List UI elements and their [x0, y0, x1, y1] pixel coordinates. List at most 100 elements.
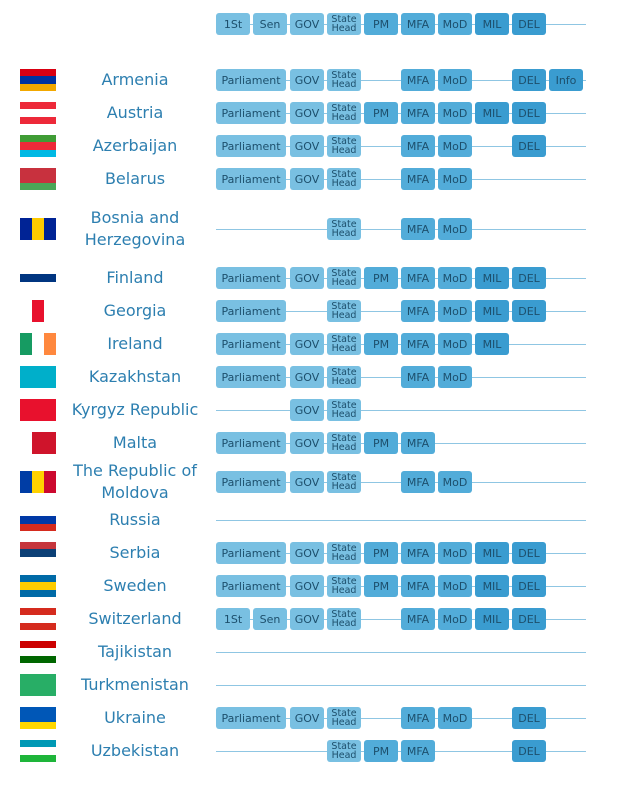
cell-button[interactable]: DEL: [512, 575, 546, 597]
cell-button[interactable]: MoD: [438, 300, 472, 322]
cell-button[interactable]: GOV: [290, 432, 324, 454]
cell-button[interactable]: PM: [364, 740, 398, 762]
cell-button[interactable]: MFA: [401, 740, 435, 762]
cell-button[interactable]: GOV: [290, 135, 324, 157]
cell-button[interactable]: Parliament: [216, 168, 286, 190]
cell-button[interactable]: GOV: [290, 575, 324, 597]
cell-button[interactable]: GOV: [290, 707, 324, 729]
cell-button[interactable]: MFA: [401, 168, 435, 190]
cell-button[interactable]: MoD: [438, 707, 472, 729]
cell-button[interactable]: PM: [364, 542, 398, 564]
cell-button[interactable]: GOV: [290, 471, 324, 493]
cell-button[interactable]: GOV: [290, 69, 324, 91]
cell-button[interactable]: Parliament: [216, 542, 286, 564]
cell-button[interactable]: GOV: [290, 608, 324, 630]
cell-button[interactable]: MoD: [438, 608, 472, 630]
cell-button[interactable]: MFA: [401, 13, 435, 35]
cell-button[interactable]: State Head: [327, 471, 361, 493]
cell-button[interactable]: MIL: [475, 575, 509, 597]
cell-button[interactable]: State Head: [327, 542, 361, 564]
cell-button[interactable]: 1St: [216, 13, 250, 35]
cell-button[interactable]: Parliament: [216, 575, 286, 597]
cell-button[interactable]: State Head: [327, 13, 361, 35]
cell-button[interactable]: MoD: [438, 542, 472, 564]
cell-button[interactable]: Parliament: [216, 333, 286, 355]
cell-button[interactable]: State Head: [327, 432, 361, 454]
cell-button[interactable]: State Head: [327, 399, 361, 421]
cell-button[interactable]: Sen: [253, 608, 287, 630]
cell-button[interactable]: Info: [549, 69, 583, 91]
cell-button[interactable]: State Head: [327, 102, 361, 124]
cell-button[interactable]: MoD: [438, 168, 472, 190]
cell-button[interactable]: MoD: [438, 102, 472, 124]
cell-button[interactable]: State Head: [327, 267, 361, 289]
cell-button[interactable]: GOV: [290, 168, 324, 190]
cell-button[interactable]: MFA: [401, 102, 435, 124]
cell-button[interactable]: DEL: [512, 300, 546, 322]
cell-button[interactable]: GOV: [290, 366, 324, 388]
cell-button[interactable]: DEL: [512, 608, 546, 630]
cell-button[interactable]: State Head: [327, 740, 361, 762]
cell-button[interactable]: MFA: [401, 366, 435, 388]
cell-button[interactable]: State Head: [327, 707, 361, 729]
cell-button[interactable]: GOV: [290, 102, 324, 124]
cell-button[interactable]: GOV: [290, 13, 324, 35]
cell-button[interactable]: MFA: [401, 608, 435, 630]
cell-button[interactable]: Parliament: [216, 102, 286, 124]
cell-button[interactable]: MoD: [438, 69, 472, 91]
cell-button[interactable]: MFA: [401, 267, 435, 289]
cell-button[interactable]: 1St: [216, 608, 250, 630]
cell-button[interactable]: MoD: [438, 135, 472, 157]
cell-button[interactable]: MoD: [438, 471, 472, 493]
cell-button[interactable]: PM: [364, 575, 398, 597]
cell-button[interactable]: MFA: [401, 707, 435, 729]
cell-button[interactable]: GOV: [290, 333, 324, 355]
cell-button[interactable]: State Head: [327, 218, 361, 240]
cell-button[interactable]: MFA: [401, 69, 435, 91]
cell-button[interactable]: GOV: [290, 399, 324, 421]
cell-button[interactable]: State Head: [327, 575, 361, 597]
cell-button[interactable]: PM: [364, 13, 398, 35]
cell-button[interactable]: MoD: [438, 575, 472, 597]
cell-button[interactable]: MoD: [438, 13, 472, 35]
cell-button[interactable]: MFA: [401, 218, 435, 240]
cell-button[interactable]: GOV: [290, 267, 324, 289]
cell-button[interactable]: Parliament: [216, 135, 286, 157]
cell-button[interactable]: MoD: [438, 267, 472, 289]
cell-button[interactable]: MoD: [438, 218, 472, 240]
cell-button[interactable]: PM: [364, 333, 398, 355]
cell-button[interactable]: DEL: [512, 740, 546, 762]
cell-button[interactable]: PM: [364, 267, 398, 289]
cell-button[interactable]: MFA: [401, 300, 435, 322]
cell-button[interactable]: State Head: [327, 168, 361, 190]
cell-button[interactable]: MoD: [438, 333, 472, 355]
cell-button[interactable]: MFA: [401, 575, 435, 597]
cell-button[interactable]: Parliament: [216, 707, 286, 729]
cell-button[interactable]: PM: [364, 432, 398, 454]
cell-button[interactable]: MFA: [401, 542, 435, 564]
cell-button[interactable]: DEL: [512, 707, 546, 729]
cell-button[interactable]: Parliament: [216, 69, 286, 91]
cell-button[interactable]: MIL: [475, 13, 509, 35]
cell-button[interactable]: DEL: [512, 267, 546, 289]
cell-button[interactable]: MIL: [475, 542, 509, 564]
cell-button[interactable]: PM: [364, 102, 398, 124]
cell-button[interactable]: MIL: [475, 608, 509, 630]
cell-button[interactable]: State Head: [327, 135, 361, 157]
cell-button[interactable]: MIL: [475, 267, 509, 289]
cell-button[interactable]: DEL: [512, 542, 546, 564]
cell-button[interactable]: MFA: [401, 432, 435, 454]
cell-button[interactable]: State Head: [327, 333, 361, 355]
cell-button[interactable]: State Head: [327, 69, 361, 91]
cell-button[interactable]: MIL: [475, 102, 509, 124]
cell-button[interactable]: DEL: [512, 135, 546, 157]
cell-button[interactable]: MIL: [475, 300, 509, 322]
cell-button[interactable]: MFA: [401, 333, 435, 355]
cell-button[interactable]: MFA: [401, 135, 435, 157]
cell-button[interactable]: Parliament: [216, 366, 286, 388]
cell-button[interactable]: MoD: [438, 366, 472, 388]
cell-button[interactable]: State Head: [327, 366, 361, 388]
cell-button[interactable]: State Head: [327, 608, 361, 630]
cell-button[interactable]: Parliament: [216, 300, 286, 322]
cell-button[interactable]: Parliament: [216, 267, 286, 289]
